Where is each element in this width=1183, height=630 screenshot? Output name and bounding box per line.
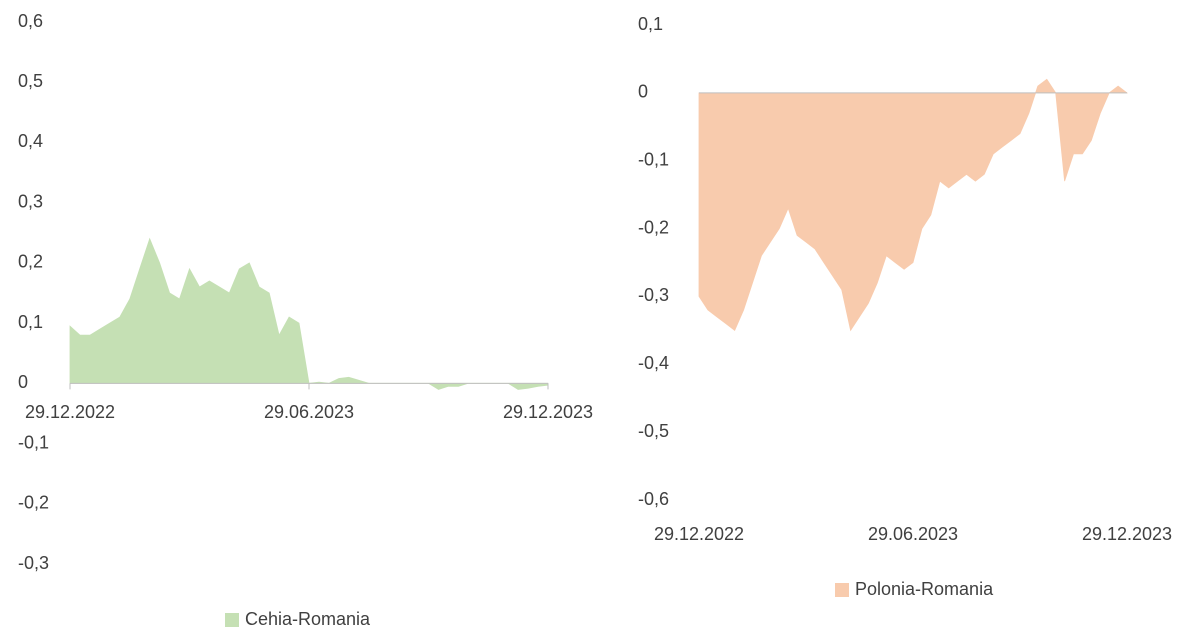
y-tick-label: -0,3 — [18, 553, 49, 573]
x-tick-label: 29.06.2023 — [264, 402, 354, 422]
x-tick-label: 29.12.2022 — [25, 402, 115, 422]
legend-label: Polonia-Romania — [855, 579, 994, 599]
y-tick-label: -0,1 — [18, 432, 49, 452]
y-tick-label: 0,6 — [18, 11, 43, 31]
y-tick-label: 0,3 — [18, 191, 43, 211]
y-tick-label: 0,1 — [18, 312, 43, 332]
y-tick-label: -0,6 — [638, 489, 669, 509]
y-tick-label: -0,1 — [638, 149, 669, 169]
y-tick-label: 0,4 — [18, 131, 43, 151]
y-tick-label: 0,1 — [638, 14, 663, 34]
legend-label: Cehia-Romania — [245, 609, 371, 629]
x-tick-label: 29.12.2023 — [1082, 524, 1172, 544]
y-tick-label: -0,4 — [638, 353, 669, 373]
legend-swatch — [225, 613, 239, 627]
area — [69, 237, 549, 390]
x-tick-label: 29.12.2022 — [654, 524, 744, 544]
area — [698, 78, 1128, 332]
y-tick-label: 0 — [638, 82, 648, 102]
x-tick-label: 29.12.2023 — [503, 402, 593, 422]
y-tick-label: 0 — [18, 372, 28, 392]
y-tick-label: -0,5 — [638, 421, 669, 441]
y-tick-label: -0,2 — [638, 217, 669, 237]
x-tick-label: 29.06.2023 — [868, 524, 958, 544]
legend-swatch — [835, 583, 849, 597]
y-tick-label: 0,5 — [18, 71, 43, 91]
y-tick-label: -0,3 — [638, 285, 669, 305]
y-tick-label: -0,2 — [18, 493, 49, 513]
y-tick-label: 0,2 — [18, 252, 43, 272]
